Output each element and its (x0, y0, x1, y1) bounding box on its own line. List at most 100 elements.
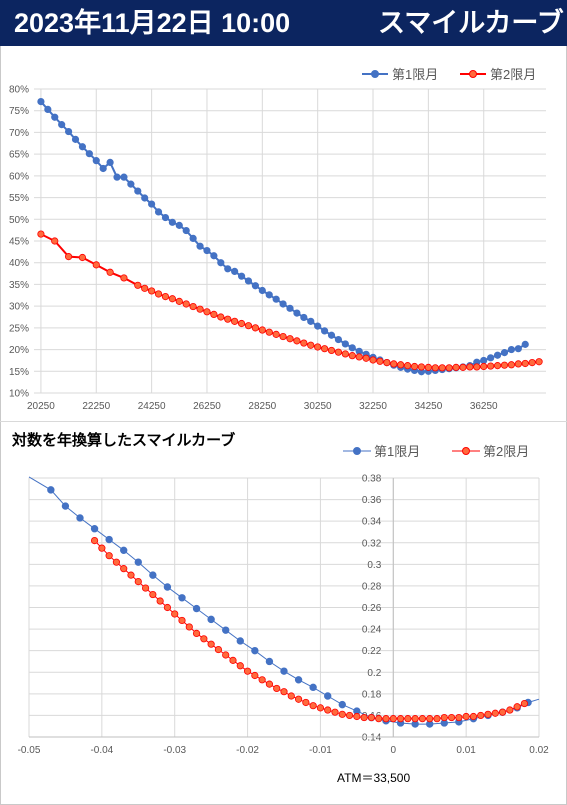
data-point (106, 268, 114, 276)
data-point (280, 667, 288, 675)
y-tick-label: 45% (9, 237, 29, 248)
data-point (99, 164, 107, 173)
data-point (237, 272, 246, 280)
y-tick-label: 0.38 (362, 474, 382, 485)
x-tick-label: 28250 (248, 401, 276, 412)
data-point (44, 105, 52, 114)
legend-label-1: 第1限月 (374, 444, 420, 459)
data-point (410, 362, 419, 371)
x-tick-label: 22250 (82, 401, 110, 412)
data-point (196, 305, 204, 313)
data-point (314, 322, 322, 330)
data-point (362, 354, 370, 362)
data-point (493, 351, 502, 359)
data-point (383, 358, 391, 367)
data-point (231, 267, 239, 275)
data-point (154, 208, 163, 216)
data-point (480, 356, 488, 365)
data-point (120, 565, 128, 573)
data-point (92, 157, 100, 165)
data-point (397, 361, 405, 369)
data-point (141, 584, 150, 592)
data-point (309, 683, 317, 692)
data-point (487, 354, 495, 362)
data-point (445, 364, 453, 372)
data-point (521, 359, 529, 368)
data-point (327, 331, 336, 339)
data-point (171, 610, 179, 618)
data-point (251, 282, 260, 290)
data-point (64, 253, 73, 261)
data-point (243, 667, 252, 675)
data-point (348, 344, 356, 352)
data-point (424, 363, 432, 371)
data-point (168, 218, 176, 226)
data-point (78, 253, 87, 262)
data-point (148, 200, 156, 208)
data-point (447, 713, 456, 722)
data-point (287, 692, 295, 700)
data-point (203, 308, 211, 316)
data-point (182, 300, 190, 308)
data-point (469, 712, 478, 721)
data-point (360, 713, 368, 722)
x-tick-label: -0.03 (163, 745, 186, 756)
data-point (316, 704, 325, 712)
data-point (452, 363, 460, 371)
data-point (293, 309, 301, 317)
y-tick-label: 80% (9, 85, 29, 96)
data-point (37, 97, 45, 106)
data-point (141, 284, 149, 292)
data-point (105, 552, 113, 560)
y-tick-label: 0.26 (362, 603, 382, 614)
data-point (459, 363, 467, 371)
data-point (149, 590, 157, 599)
data-point (521, 340, 529, 348)
data-point (487, 362, 495, 370)
y-tick-label: 10% (9, 389, 29, 400)
y-tick-label: 75% (9, 106, 29, 117)
data-point (37, 230, 45, 238)
data-point (134, 578, 142, 586)
y-tick-label: 25% (9, 323, 29, 334)
x-tick-label: 30250 (304, 401, 332, 412)
data-point (251, 324, 260, 332)
x-tick-label: -0.05 (18, 745, 41, 756)
data-point (300, 313, 308, 322)
data-point (265, 680, 274, 688)
data-point (51, 113, 59, 121)
data-point (229, 656, 237, 664)
y-tick-label: 65% (9, 150, 29, 161)
y-tick-label: 0.22 (362, 646, 382, 657)
y-tick-label: 0.28 (362, 581, 382, 592)
data-point (210, 252, 218, 260)
data-point (175, 221, 183, 229)
x-tick-label: 0 (391, 745, 397, 756)
data-point (272, 330, 280, 338)
data-point (244, 277, 253, 285)
data-point (334, 335, 343, 344)
y-tick-label: 70% (9, 128, 29, 139)
data-point (273, 684, 281, 693)
data-point (286, 304, 294, 312)
data-point (222, 626, 230, 634)
divider (0, 421, 567, 422)
y-tick-label: 0.24 (362, 625, 382, 636)
data-point (331, 708, 339, 716)
data-point (491, 709, 499, 717)
data-point (369, 356, 377, 364)
data-point (258, 326, 266, 334)
data-point (251, 671, 259, 680)
data-point (500, 349, 509, 357)
y-tick-label: 0.34 (362, 517, 382, 528)
y-tick-label: 0.2 (367, 668, 381, 679)
data-point (390, 360, 398, 368)
legend-marker-1 (371, 70, 379, 78)
data-point (480, 362, 488, 371)
data-point (280, 688, 288, 696)
legend-label-1: 第1限月 (392, 67, 438, 82)
y-tick-label: 40% (9, 258, 29, 269)
data-point (514, 360, 522, 368)
data-point (210, 310, 218, 318)
data-point (207, 615, 215, 624)
